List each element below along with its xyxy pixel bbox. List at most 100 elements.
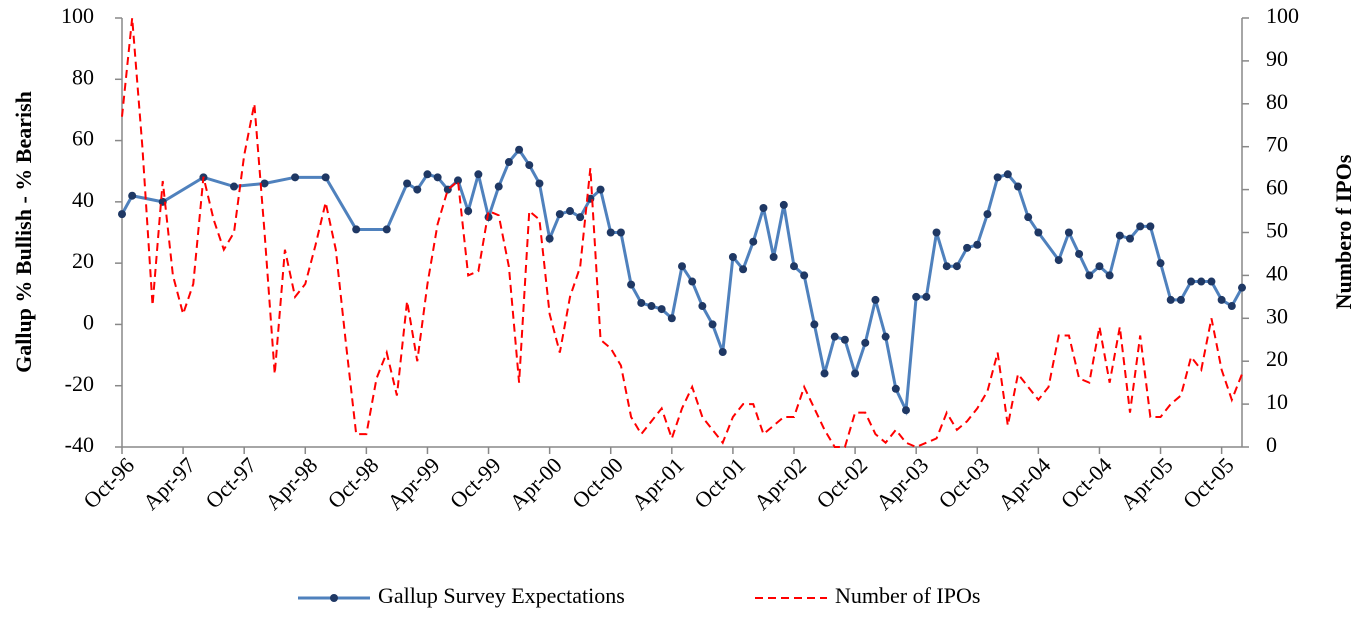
point <box>820 369 829 378</box>
point <box>973 240 982 249</box>
point <box>555 210 564 219</box>
point <box>749 237 758 246</box>
point <box>535 179 544 188</box>
point <box>1187 277 1196 286</box>
y2-tick-label: 10 <box>1266 389 1288 414</box>
y2-tick-label: 90 <box>1266 46 1288 71</box>
point <box>1207 277 1216 286</box>
y2-tick-label: 30 <box>1266 303 1288 328</box>
y-tick-label: 0 <box>83 309 94 334</box>
point <box>739 265 748 274</box>
x-tick-label: Oct-05 <box>1178 452 1239 513</box>
point <box>576 213 585 222</box>
point <box>810 320 819 329</box>
y2-tick-label: 50 <box>1266 218 1288 243</box>
point <box>413 185 422 194</box>
point <box>627 280 636 289</box>
x-tick-label: Apr-01 <box>627 452 689 514</box>
x-tick-label: Apr-02 <box>749 452 811 514</box>
point <box>291 173 300 182</box>
point <box>678 262 686 271</box>
y2-tick-label: 100 <box>1266 3 1299 28</box>
point <box>260 179 269 188</box>
y-tick-label: 20 <box>72 248 94 273</box>
point <box>230 182 238 191</box>
point <box>1156 259 1165 268</box>
point <box>922 292 931 301</box>
x-tick-label: Apr-98 <box>260 452 322 514</box>
point <box>1217 295 1226 304</box>
point <box>382 225 391 234</box>
point <box>637 298 646 307</box>
y2-tick-label: 70 <box>1266 132 1288 157</box>
x-tick-label: Oct-96 <box>78 452 139 513</box>
point <box>525 161 534 170</box>
point <box>504 158 513 167</box>
point <box>616 228 625 237</box>
point <box>718 348 727 357</box>
x-tick-label: Oct-98 <box>323 452 384 513</box>
point <box>759 203 768 212</box>
point <box>1115 231 1124 240</box>
point <box>596 185 605 194</box>
x-tick-label: Oct-04 <box>1056 452 1117 513</box>
point <box>779 200 788 209</box>
point <box>963 243 972 252</box>
point <box>1054 256 1063 265</box>
point <box>790 262 798 271</box>
x-tick-label: Apr-04 <box>993 452 1055 514</box>
point <box>1197 277 1206 286</box>
point <box>454 176 462 185</box>
point <box>769 253 778 262</box>
y-tick-label: 60 <box>72 126 94 151</box>
point <box>321 173 330 182</box>
x-tick-label: Oct-97 <box>200 452 261 513</box>
x-tick-label: Apr-03 <box>871 452 933 514</box>
point <box>494 182 503 191</box>
point <box>647 302 656 311</box>
point <box>698 302 707 311</box>
point <box>128 191 137 200</box>
y2-tick-label: 0 <box>1266 432 1277 457</box>
point <box>1034 228 1043 237</box>
point <box>952 262 961 271</box>
point <box>708 320 717 329</box>
y2-tick-label: 40 <box>1266 260 1288 285</box>
point <box>993 173 1002 182</box>
y2-axis-label: Numbero f IPOs <box>1331 154 1356 309</box>
y-tick-label: -20 <box>65 371 94 396</box>
point <box>1095 262 1104 271</box>
point <box>942 262 951 271</box>
x-tick-label: Apr-99 <box>382 452 444 514</box>
point <box>891 384 900 393</box>
y-axis-label: Gallup % Bullish - % Bearish <box>11 91 36 373</box>
point <box>464 207 473 216</box>
x-tick-label: Oct-99 <box>445 452 506 513</box>
x-tick-label: Apr-05 <box>1115 452 1177 514</box>
point <box>606 228 615 237</box>
point <box>861 338 870 347</box>
point <box>1085 271 1094 280</box>
point <box>871 295 880 304</box>
y2-tick-label: 80 <box>1266 89 1288 114</box>
point <box>1014 182 1022 191</box>
point <box>423 170 432 179</box>
series-line <box>120 147 1244 416</box>
point <box>983 210 992 219</box>
y-tick-label: 40 <box>72 187 94 212</box>
point <box>657 305 666 314</box>
point <box>545 234 554 243</box>
point <box>1227 302 1236 311</box>
point <box>1024 213 1033 222</box>
y-tick-label: 80 <box>72 64 94 89</box>
y-tick-label: 100 <box>61 3 94 28</box>
point <box>912 292 921 301</box>
point <box>902 406 910 415</box>
y-tick-label: -40 <box>65 432 94 457</box>
series-line <box>121 17 1243 449</box>
point <box>566 207 574 216</box>
legend-label: Gallup Survey Expectations <box>378 583 625 608</box>
x-tick-label: Oct-03 <box>933 452 994 513</box>
point <box>1176 295 1185 304</box>
